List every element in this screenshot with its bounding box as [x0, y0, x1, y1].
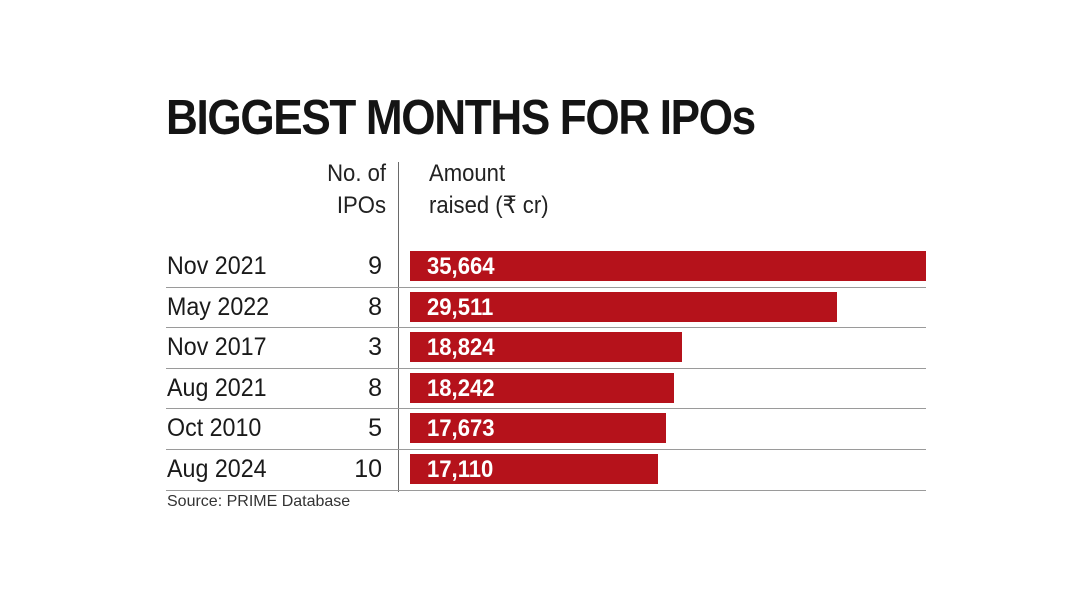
month-label: Nov 2017 — [167, 333, 267, 361]
month-label: Nov 2021 — [167, 252, 267, 280]
ipo-count-header: No. of IPOs — [288, 158, 386, 222]
amount-label: 35,664 — [427, 253, 495, 280]
source-note: Source: PRIME Database — [167, 493, 351, 510]
amount-bar — [410, 373, 674, 403]
ipo-count: 3 — [368, 333, 382, 361]
ipo-count-header-line1: No. of — [327, 160, 386, 187]
amount-label: 29,511 — [427, 294, 494, 321]
amount-bar — [410, 292, 837, 322]
ipo-count: 9 — [368, 252, 382, 280]
ipo-count: 10 — [354, 455, 382, 483]
month-label: Oct 2010 — [167, 414, 262, 442]
ipo-count: 5 — [368, 414, 382, 442]
month-label: Aug 2024 — [167, 455, 267, 483]
row-separator — [166, 490, 926, 491]
chart-title: BIGGEST MONTHS FOR IPOs — [166, 91, 756, 145]
row-separator — [166, 287, 926, 288]
amount-bar — [410, 413, 666, 443]
row-separator — [166, 368, 926, 369]
row-separator — [166, 449, 926, 450]
row-separator — [166, 327, 926, 328]
amount-header: Amount raised (₹ cr) — [429, 158, 631, 222]
ipo-count-header-line2: IPOs — [336, 192, 386, 219]
month-label: May 2022 — [167, 293, 270, 321]
amount-bar — [410, 454, 658, 484]
amount-header-line2: raised (₹ cr) — [429, 192, 549, 219]
amount-label: 17,673 — [427, 415, 495, 442]
ipo-count: 8 — [368, 374, 382, 402]
month-label: Aug 2021 — [167, 374, 267, 402]
amount-bar — [410, 332, 682, 362]
amount-label: 18,242 — [427, 375, 495, 402]
row-separator — [166, 408, 926, 409]
amount-bar — [410, 251, 926, 281]
ipo-count: 8 — [368, 293, 382, 321]
amount-label: 18,824 — [427, 334, 495, 361]
amount-label: 17,110 — [427, 456, 494, 483]
amount-header-line1: Amount — [429, 160, 506, 187]
